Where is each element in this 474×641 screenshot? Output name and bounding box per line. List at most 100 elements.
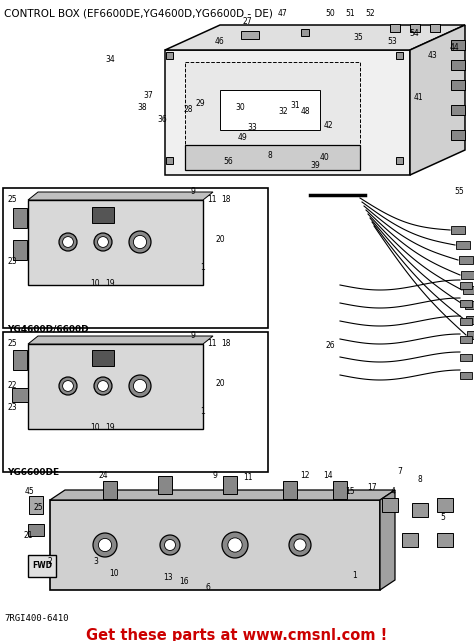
Bar	[460, 281, 472, 288]
Bar	[390, 24, 400, 32]
Bar	[412, 503, 428, 517]
Text: 24: 24	[98, 472, 108, 481]
Text: 8: 8	[268, 151, 273, 160]
Text: 9: 9	[212, 470, 218, 479]
Text: 47: 47	[278, 10, 288, 19]
Circle shape	[94, 233, 112, 251]
Bar	[103, 481, 117, 499]
Bar	[460, 299, 472, 306]
Text: YG6600DE: YG6600DE	[7, 468, 59, 477]
Text: 28: 28	[183, 106, 193, 115]
Text: 14: 14	[323, 470, 333, 479]
Bar	[158, 476, 172, 494]
Circle shape	[94, 377, 112, 395]
Text: 1: 1	[201, 408, 205, 417]
Text: 10: 10	[90, 279, 100, 288]
Circle shape	[98, 237, 109, 247]
Text: 19: 19	[105, 424, 115, 433]
Bar	[467, 331, 474, 339]
Bar	[165, 50, 410, 175]
Polygon shape	[380, 490, 395, 590]
Bar	[50, 500, 380, 590]
Text: 7RGI400-6410: 7RGI400-6410	[4, 614, 69, 623]
Bar	[12, 388, 28, 402]
Text: 20: 20	[215, 235, 225, 244]
Bar	[451, 226, 465, 234]
Circle shape	[59, 233, 77, 251]
Text: 29: 29	[195, 99, 205, 108]
Text: 27: 27	[242, 17, 252, 26]
Text: 11: 11	[207, 340, 217, 349]
Bar	[92, 207, 114, 223]
Text: 31: 31	[290, 101, 300, 110]
Circle shape	[133, 379, 146, 392]
Bar	[402, 533, 418, 547]
Bar	[166, 51, 173, 58]
Text: 56: 56	[223, 158, 233, 167]
Text: 26: 26	[325, 340, 335, 349]
Text: 43: 43	[428, 51, 438, 60]
Polygon shape	[50, 490, 395, 500]
Bar	[3, 332, 268, 472]
Bar	[460, 335, 472, 342]
Bar	[333, 481, 347, 499]
Text: 55: 55	[454, 188, 464, 197]
Text: 25: 25	[7, 340, 17, 349]
Bar	[460, 353, 472, 360]
Text: 11: 11	[243, 474, 253, 483]
Text: FWD: FWD	[32, 562, 52, 570]
Polygon shape	[410, 25, 465, 175]
Text: 25: 25	[33, 503, 43, 512]
Bar	[451, 130, 465, 140]
Bar	[456, 241, 470, 249]
Bar	[396, 156, 403, 163]
Bar	[28, 200, 203, 285]
Text: 25: 25	[7, 194, 17, 203]
Bar	[241, 31, 259, 39]
Polygon shape	[28, 192, 213, 200]
Bar	[430, 24, 440, 32]
Text: 9: 9	[191, 188, 195, 197]
Text: 34: 34	[105, 56, 115, 65]
Text: 15: 15	[345, 488, 355, 497]
Text: 36: 36	[157, 115, 167, 124]
Bar	[382, 498, 398, 512]
Circle shape	[294, 539, 306, 551]
Text: 49: 49	[238, 133, 248, 142]
Text: 50: 50	[325, 10, 335, 19]
Text: 21: 21	[23, 531, 33, 540]
Text: YG4600D/6600D: YG4600D/6600D	[7, 324, 89, 333]
Text: 42: 42	[323, 121, 333, 129]
Bar	[410, 24, 420, 32]
Text: 10: 10	[109, 569, 119, 578]
Polygon shape	[28, 336, 213, 344]
Text: 53: 53	[387, 38, 397, 47]
Circle shape	[289, 534, 311, 556]
Bar	[29, 496, 43, 514]
Bar	[13, 208, 27, 228]
Bar	[463, 286, 474, 294]
Text: 22: 22	[7, 381, 17, 390]
Text: 52: 52	[365, 10, 375, 19]
Circle shape	[98, 381, 109, 392]
Bar	[461, 271, 474, 279]
Text: 45: 45	[25, 488, 35, 497]
Circle shape	[93, 533, 117, 557]
Text: 6: 6	[206, 583, 210, 592]
Circle shape	[129, 375, 151, 397]
Bar	[396, 51, 403, 58]
Text: 13: 13	[163, 574, 173, 583]
Circle shape	[222, 532, 248, 558]
Bar	[437, 498, 453, 512]
Text: 18: 18	[221, 340, 231, 349]
Text: 46: 46	[215, 38, 225, 47]
Bar	[460, 317, 472, 324]
Bar	[437, 533, 453, 547]
Circle shape	[59, 377, 77, 395]
Text: 5: 5	[440, 513, 446, 522]
Bar	[28, 555, 56, 577]
Text: 23: 23	[7, 258, 17, 267]
Text: 4: 4	[391, 488, 395, 497]
Circle shape	[133, 235, 146, 249]
Text: 54: 54	[409, 29, 419, 38]
